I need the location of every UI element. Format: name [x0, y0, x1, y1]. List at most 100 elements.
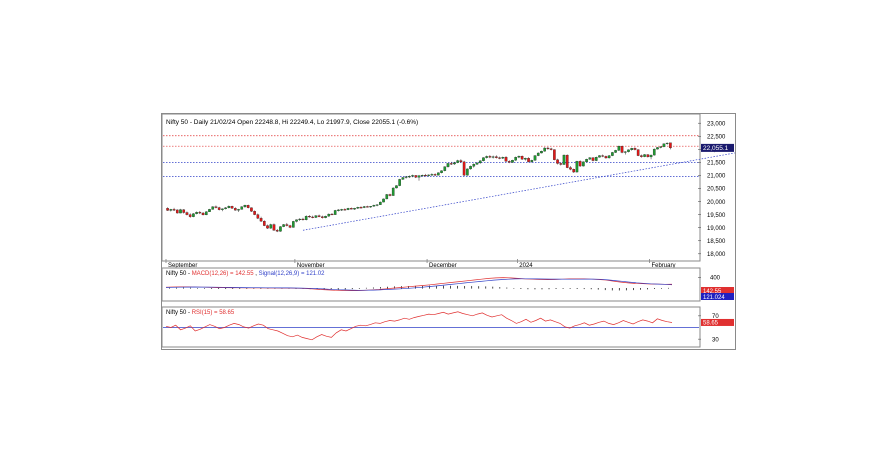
candle-body [172, 209, 176, 211]
candle-body [337, 209, 340, 211]
candle-body [491, 156, 495, 158]
candle-body [565, 154, 569, 168]
candle-body [495, 156, 498, 158]
candle-body [549, 148, 553, 150]
candle-body [388, 194, 392, 196]
candle-body [588, 157, 592, 160]
candle-body [427, 174, 430, 176]
price-candles [166, 142, 672, 233]
signal-value-tag-bg [701, 293, 734, 300]
candle-body [308, 216, 311, 218]
macd-value-tag-bg [701, 287, 734, 294]
candle-body [301, 218, 305, 221]
candle-body [385, 194, 389, 200]
candle-body [437, 172, 440, 176]
price-x-tick-label: November [297, 263, 325, 269]
candle-body [356, 207, 360, 209]
candle-body [514, 157, 517, 161]
price-y-tick-label: 19,000 [707, 226, 726, 232]
candle-body [504, 157, 508, 162]
price-x-tick-label: September [168, 263, 197, 269]
price-horizontal-lines [163, 135, 748, 231]
candle-body [601, 155, 605, 157]
candle-body [456, 160, 459, 163]
candle-body [469, 166, 472, 170]
candle-body [382, 198, 385, 203]
candle-body [246, 205, 250, 208]
candle-body [501, 157, 505, 159]
candle-body [449, 163, 453, 165]
candle-body [175, 209, 179, 214]
price-y-tick-label: 20,000 [707, 200, 726, 206]
candle-body [640, 155, 643, 157]
candle-body [540, 151, 543, 154]
candle-body [669, 142, 672, 149]
candle-body [259, 218, 263, 222]
price-x-tick-label: February [651, 263, 675, 269]
candle-body [243, 205, 247, 207]
candle-body [398, 179, 401, 186]
candle-body [475, 162, 479, 165]
candle-body [291, 221, 295, 228]
candle-body [575, 161, 579, 173]
rsi-line [165, 311, 673, 341]
rsi-y-tick-label: 70 [712, 314, 719, 320]
candle-body [507, 161, 511, 163]
candle-body [295, 219, 298, 222]
candle-body [578, 161, 582, 167]
candle-body [269, 224, 273, 229]
candle-body [353, 208, 356, 210]
candle-body [262, 220, 266, 226]
candle-body [253, 211, 256, 215]
candle-body [272, 224, 276, 231]
price-y-tick-label: 19,500 [707, 213, 726, 219]
candle-body [314, 215, 318, 218]
candle-body [375, 204, 379, 206]
rsi-y-axis: 70 30 [698, 314, 719, 343]
candle-body [443, 166, 447, 171]
candle-body [256, 214, 260, 219]
macd-title-macd: MACD(12,26) = 142.55 [192, 271, 255, 277]
candle-body [478, 160, 482, 164]
candle-body [288, 225, 292, 228]
candle-body [417, 175, 421, 178]
price-y-tick-label: 18,500 [707, 239, 726, 245]
rsi-y-tick-label: 30 [712, 337, 719, 343]
candle-body [346, 208, 350, 210]
candle-body [395, 185, 398, 189]
candle-body [195, 212, 198, 214]
macd-histogram [169, 285, 669, 291]
candle-body [227, 206, 231, 208]
candle-body [440, 170, 443, 173]
candle-body [446, 163, 450, 167]
candle-body [221, 208, 224, 210]
candle-body [379, 201, 382, 205]
candle-body [646, 154, 650, 158]
candle-body [559, 163, 563, 165]
candle-body [279, 226, 282, 232]
candle-body [462, 161, 466, 176]
candle-body [404, 176, 408, 178]
candle-body [633, 148, 637, 150]
macd-title-signal: Signal(12,26,9) = 121.02 [259, 271, 326, 277]
candle-body [414, 175, 418, 178]
macd-y-tick-label: 400 [710, 276, 721, 282]
candle-body [401, 177, 405, 180]
candle-body [562, 154, 566, 165]
price-title: Nifty 50 - Daily 21/02/24 Open 22248.8, … [166, 119, 418, 126]
price-y-tick-label: 18,000 [707, 252, 726, 258]
candle-body [424, 175, 427, 177]
candle-body [520, 155, 524, 160]
rsi-panel: Nifty 50 - RSI(15) = 58.65 70 30 58.65 [161, 306, 734, 348]
macd-value-label: 142.55 [703, 289, 722, 295]
candle-body [285, 224, 289, 226]
candle-body [324, 216, 327, 218]
rsi-value-tag-bg [701, 318, 734, 326]
candle-body [224, 207, 227, 210]
candle-body [333, 210, 337, 215]
candle-body [362, 206, 366, 208]
macd-lines [165, 277, 673, 292]
chart-frame: Nifty 50 - Daily 21/02/24 Open 22248.8, … [161, 113, 748, 350]
rsi-title-name: Nifty 50 - [166, 310, 192, 316]
candle-body [472, 164, 476, 167]
